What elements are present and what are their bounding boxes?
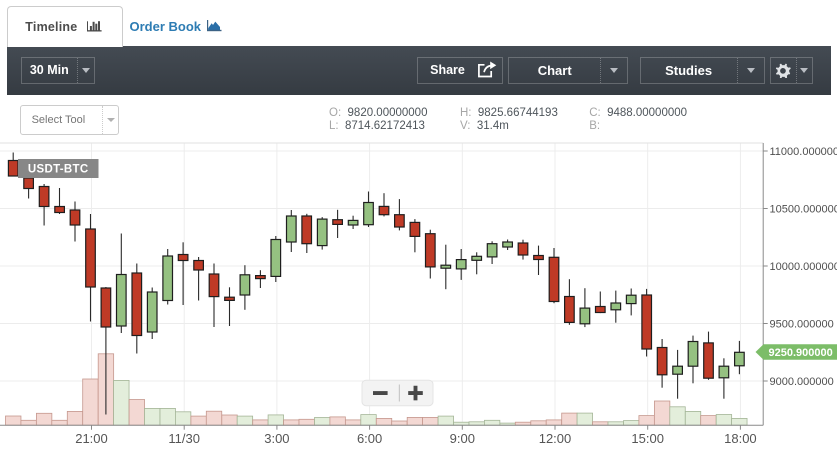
svg-text:9500.000000: 9500.000000 [770,318,834,330]
svg-text:9:00: 9:00 [450,431,475,446]
svg-text:10500.000000: 10500.000000 [770,203,837,215]
svg-text:9000.000000: 9000.000000 [770,376,834,388]
svg-text:10000.000000: 10000.000000 [770,261,837,273]
svg-text:9250.900000: 9250.900000 [769,347,833,359]
svg-text:15:00: 15:00 [631,431,664,446]
svg-text:6:00: 6:00 [357,431,382,446]
svg-text:21:00: 21:00 [75,431,108,446]
svg-text:3:00: 3:00 [264,431,289,446]
svg-text:USDT-BTC: USDT-BTC [28,164,89,176]
svg-text:18:00: 18:00 [724,431,757,446]
svg-text:11/30: 11/30 [168,431,200,446]
svg-text:12:00: 12:00 [539,431,572,446]
svg-text:11000.000000: 11000.000000 [770,146,837,158]
